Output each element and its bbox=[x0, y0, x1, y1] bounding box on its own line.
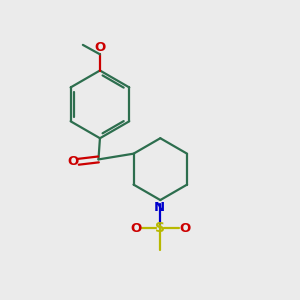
Text: O: O bbox=[179, 221, 191, 235]
Text: O: O bbox=[130, 221, 141, 235]
Text: S: S bbox=[155, 221, 165, 235]
Text: O: O bbox=[94, 41, 106, 54]
Text: N: N bbox=[154, 201, 165, 214]
Text: O: O bbox=[68, 155, 79, 168]
